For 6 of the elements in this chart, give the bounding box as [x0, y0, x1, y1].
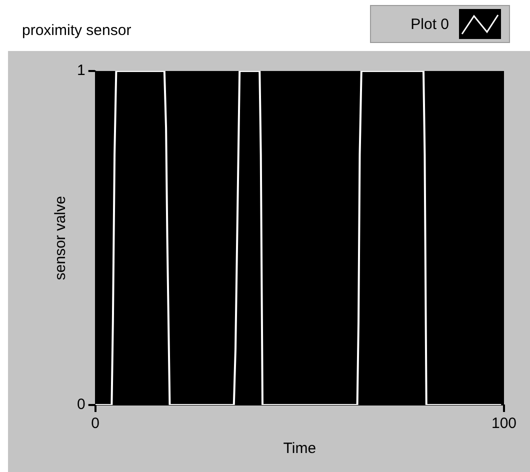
x-tick-label: 100 [491, 415, 517, 432]
y-tick-label: 1 [77, 62, 86, 80]
x-axis-title: Time [283, 440, 316, 458]
y-axis-title: sensor valve [52, 196, 70, 280]
chart-title: proximity sensor [22, 22, 132, 39]
legend-label: Plot 0 [410, 16, 449, 32]
